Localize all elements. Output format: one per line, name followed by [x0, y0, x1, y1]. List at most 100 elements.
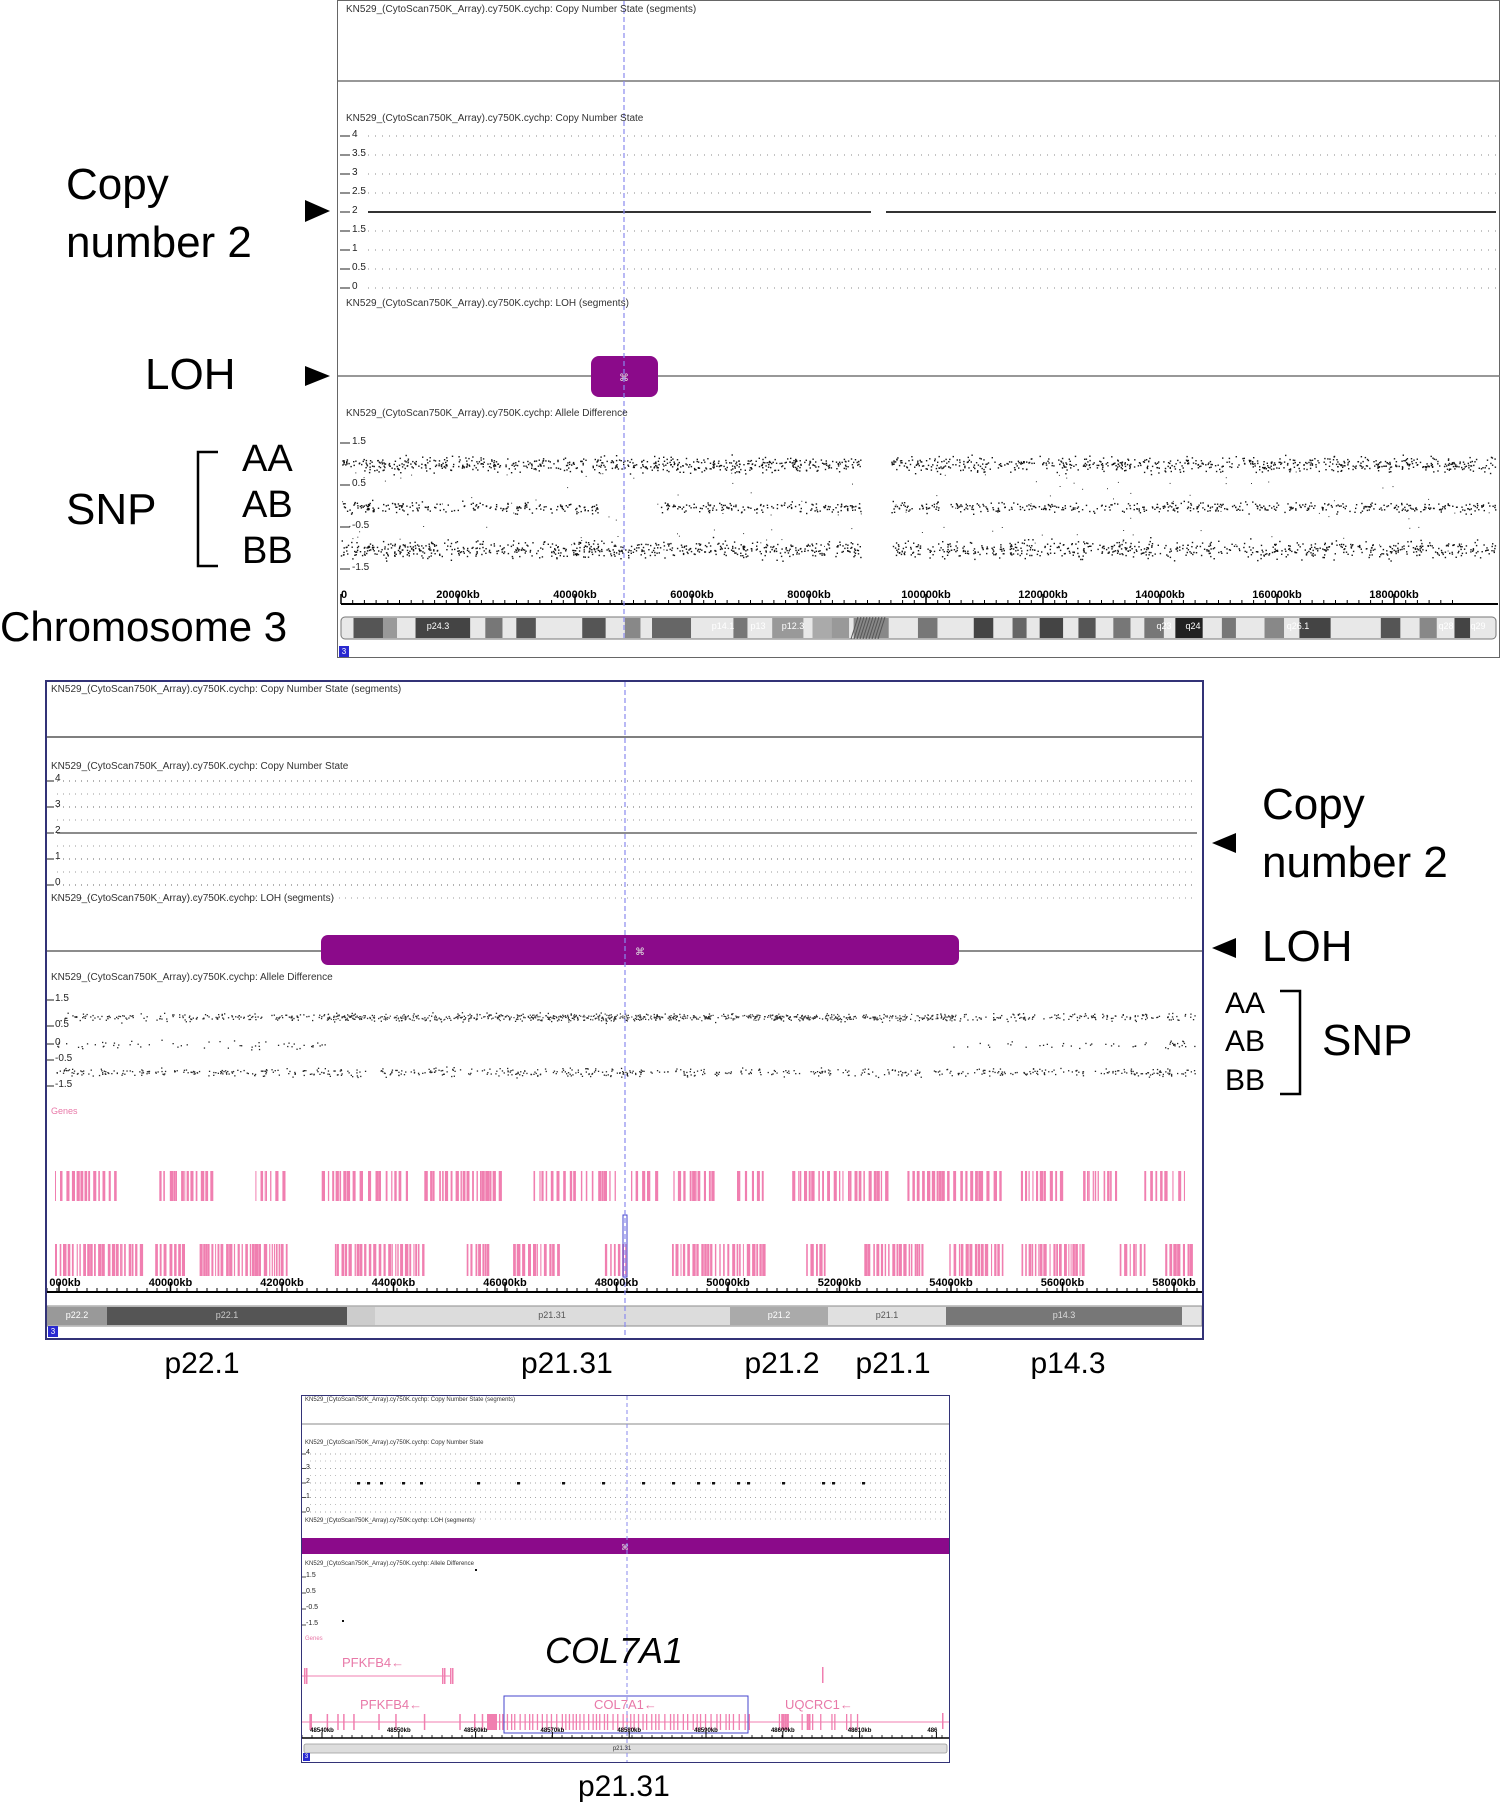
snp-point [405, 461, 407, 463]
snp-point [830, 1073, 832, 1075]
snp-point [963, 508, 966, 511]
snp-point [778, 1017, 780, 1019]
allele-tick-0: 1.5 [352, 436, 366, 447]
ideogram-band [1264, 618, 1285, 638]
snp-point [493, 468, 496, 470]
snp-point [1053, 1069, 1055, 1071]
snp-point [595, 508, 598, 510]
snp-point [1412, 547, 1415, 549]
snp-point [1201, 542, 1204, 544]
snp-point [1124, 465, 1127, 468]
snp-point [585, 1068, 587, 1070]
snp-point [1072, 1014, 1074, 1016]
snp-point [1145, 459, 1148, 461]
snp-point [491, 459, 493, 461]
snp-point [812, 544, 814, 547]
snp-point [1395, 461, 1398, 463]
snp-point [973, 513, 975, 515]
snp-point [1111, 1020, 1113, 1022]
snp-point [1314, 546, 1316, 549]
snp-point [517, 507, 519, 509]
snp-point [403, 464, 405, 466]
snp-point [697, 548, 700, 551]
snp-point [1380, 507, 1382, 509]
snp-point [1045, 464, 1048, 466]
snp-point [1390, 466, 1393, 468]
snp-point [364, 551, 366, 553]
snp-point [1143, 506, 1145, 508]
snp-point [971, 506, 973, 508]
snp-point [934, 460, 936, 462]
snp-point [953, 549, 956, 551]
snp-point [416, 553, 418, 555]
snp-point [104, 1073, 106, 1075]
snp-point [1296, 542, 1298, 544]
snp-point [1377, 463, 1379, 466]
snp-point [462, 550, 465, 553]
snp-point [354, 550, 356, 553]
snp-point [1062, 507, 1064, 509]
snp-point [1457, 545, 1459, 548]
snp-point [1433, 471, 1435, 473]
snp-point [1016, 1071, 1018, 1074]
snp-point [929, 549, 931, 552]
snp-point [371, 547, 374, 549]
snp-point [1304, 549, 1306, 551]
snp-point [1194, 1045, 1196, 1048]
snp-point [316, 1069, 318, 1071]
snp-point [1082, 1072, 1084, 1075]
snp-point [1416, 508, 1418, 511]
snp-point [788, 550, 790, 552]
snp-point [481, 1070, 484, 1072]
snp-point [1015, 1020, 1017, 1022]
snp-point [1043, 1018, 1045, 1020]
snp-point [738, 466, 740, 468]
snp-point [368, 508, 370, 511]
snp-point [538, 459, 540, 461]
snp-point [366, 465, 369, 467]
snp-point [1381, 465, 1383, 468]
snp-point [1083, 1015, 1086, 1018]
snp-point [1338, 505, 1341, 507]
snp-point [501, 548, 503, 551]
snp-point [469, 552, 471, 554]
snp-point [819, 510, 821, 512]
snp-point [575, 1014, 577, 1017]
snp-point [483, 1016, 485, 1018]
snp-point [1344, 548, 1346, 550]
snp-point [1487, 549, 1489, 551]
snp-point [340, 1069, 343, 1072]
snp-point [408, 552, 410, 555]
snp-point [493, 545, 496, 547]
snp-point [1397, 506, 1400, 508]
snp-point [1395, 545, 1397, 547]
snp-point [1112, 1072, 1114, 1074]
snp-point [765, 550, 767, 552]
snp-point [736, 553, 739, 556]
snp-point [782, 1071, 785, 1073]
snp-point [1288, 548, 1290, 550]
snp-point [514, 1020, 517, 1022]
snp-point [1281, 553, 1283, 555]
snp-point [581, 1075, 584, 1077]
snp-point [1323, 461, 1325, 463]
snp-point [475, 553, 478, 556]
snp-point [601, 540, 603, 542]
snp-point [1300, 506, 1302, 509]
snp-point [291, 1046, 293, 1048]
snp-point [394, 460, 397, 462]
snp-point [763, 547, 766, 549]
snp-point [942, 541, 944, 543]
snp-point [366, 463, 368, 466]
snp-point [1329, 458, 1331, 460]
snp-point [1209, 460, 1212, 463]
snp-point [447, 539, 449, 541]
snp-point [146, 1016, 148, 1018]
snp-point [1144, 459, 1146, 461]
snp-point [1412, 466, 1415, 468]
snp-point [609, 1018, 611, 1020]
snp-point [837, 514, 839, 516]
snp-point [1126, 1016, 1128, 1018]
snp-point [837, 465, 840, 467]
snp-point [1063, 464, 1065, 466]
